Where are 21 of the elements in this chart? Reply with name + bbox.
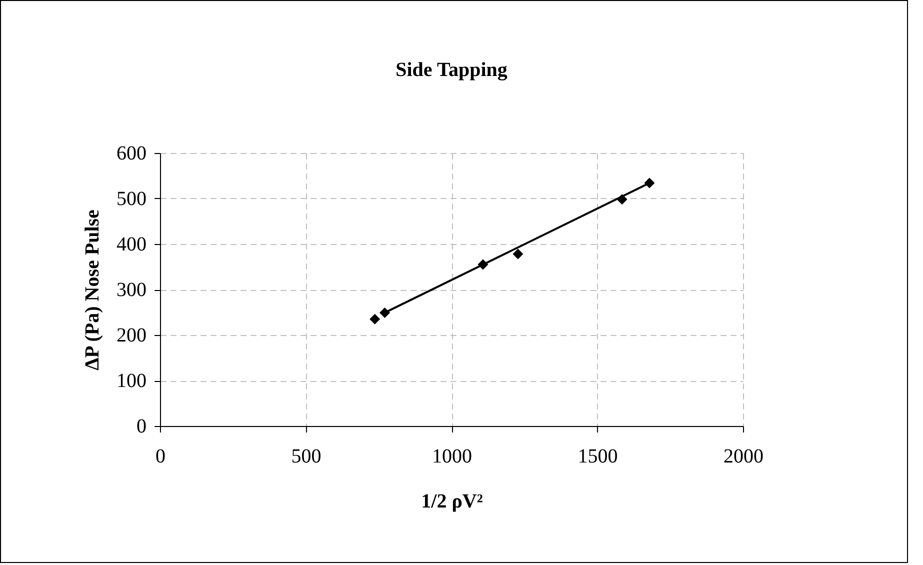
point bbox=[644, 178, 655, 188]
x-tick-label: 0 bbox=[156, 446, 166, 468]
y-tick-label: 600 bbox=[116, 142, 146, 164]
y-tick-label: 500 bbox=[116, 188, 146, 210]
chart-title: Side Tapping bbox=[396, 59, 508, 81]
point bbox=[370, 314, 380, 324]
y-tick-label: 400 bbox=[116, 234, 146, 256]
x-axis-title: 1/2 ρV² bbox=[421, 490, 483, 512]
y-tick-label: 200 bbox=[116, 324, 146, 346]
point bbox=[380, 307, 390, 318]
point bbox=[512, 248, 524, 260]
y-tick-label: 0 bbox=[136, 416, 146, 438]
y-tick-label: 300 bbox=[116, 279, 146, 301]
point bbox=[478, 259, 488, 270]
x-tick-label: 1500 bbox=[578, 446, 618, 468]
x-tick-label: 500 bbox=[291, 446, 322, 468]
point bbox=[616, 194, 628, 205]
y-axis-title: ΔP (Pa) Nose Pulse bbox=[82, 209, 104, 370]
x-tick-label: 1000 bbox=[432, 446, 472, 468]
y-tick-label: 100 bbox=[116, 370, 146, 392]
x-tick-label: 2000 bbox=[724, 446, 764, 468]
